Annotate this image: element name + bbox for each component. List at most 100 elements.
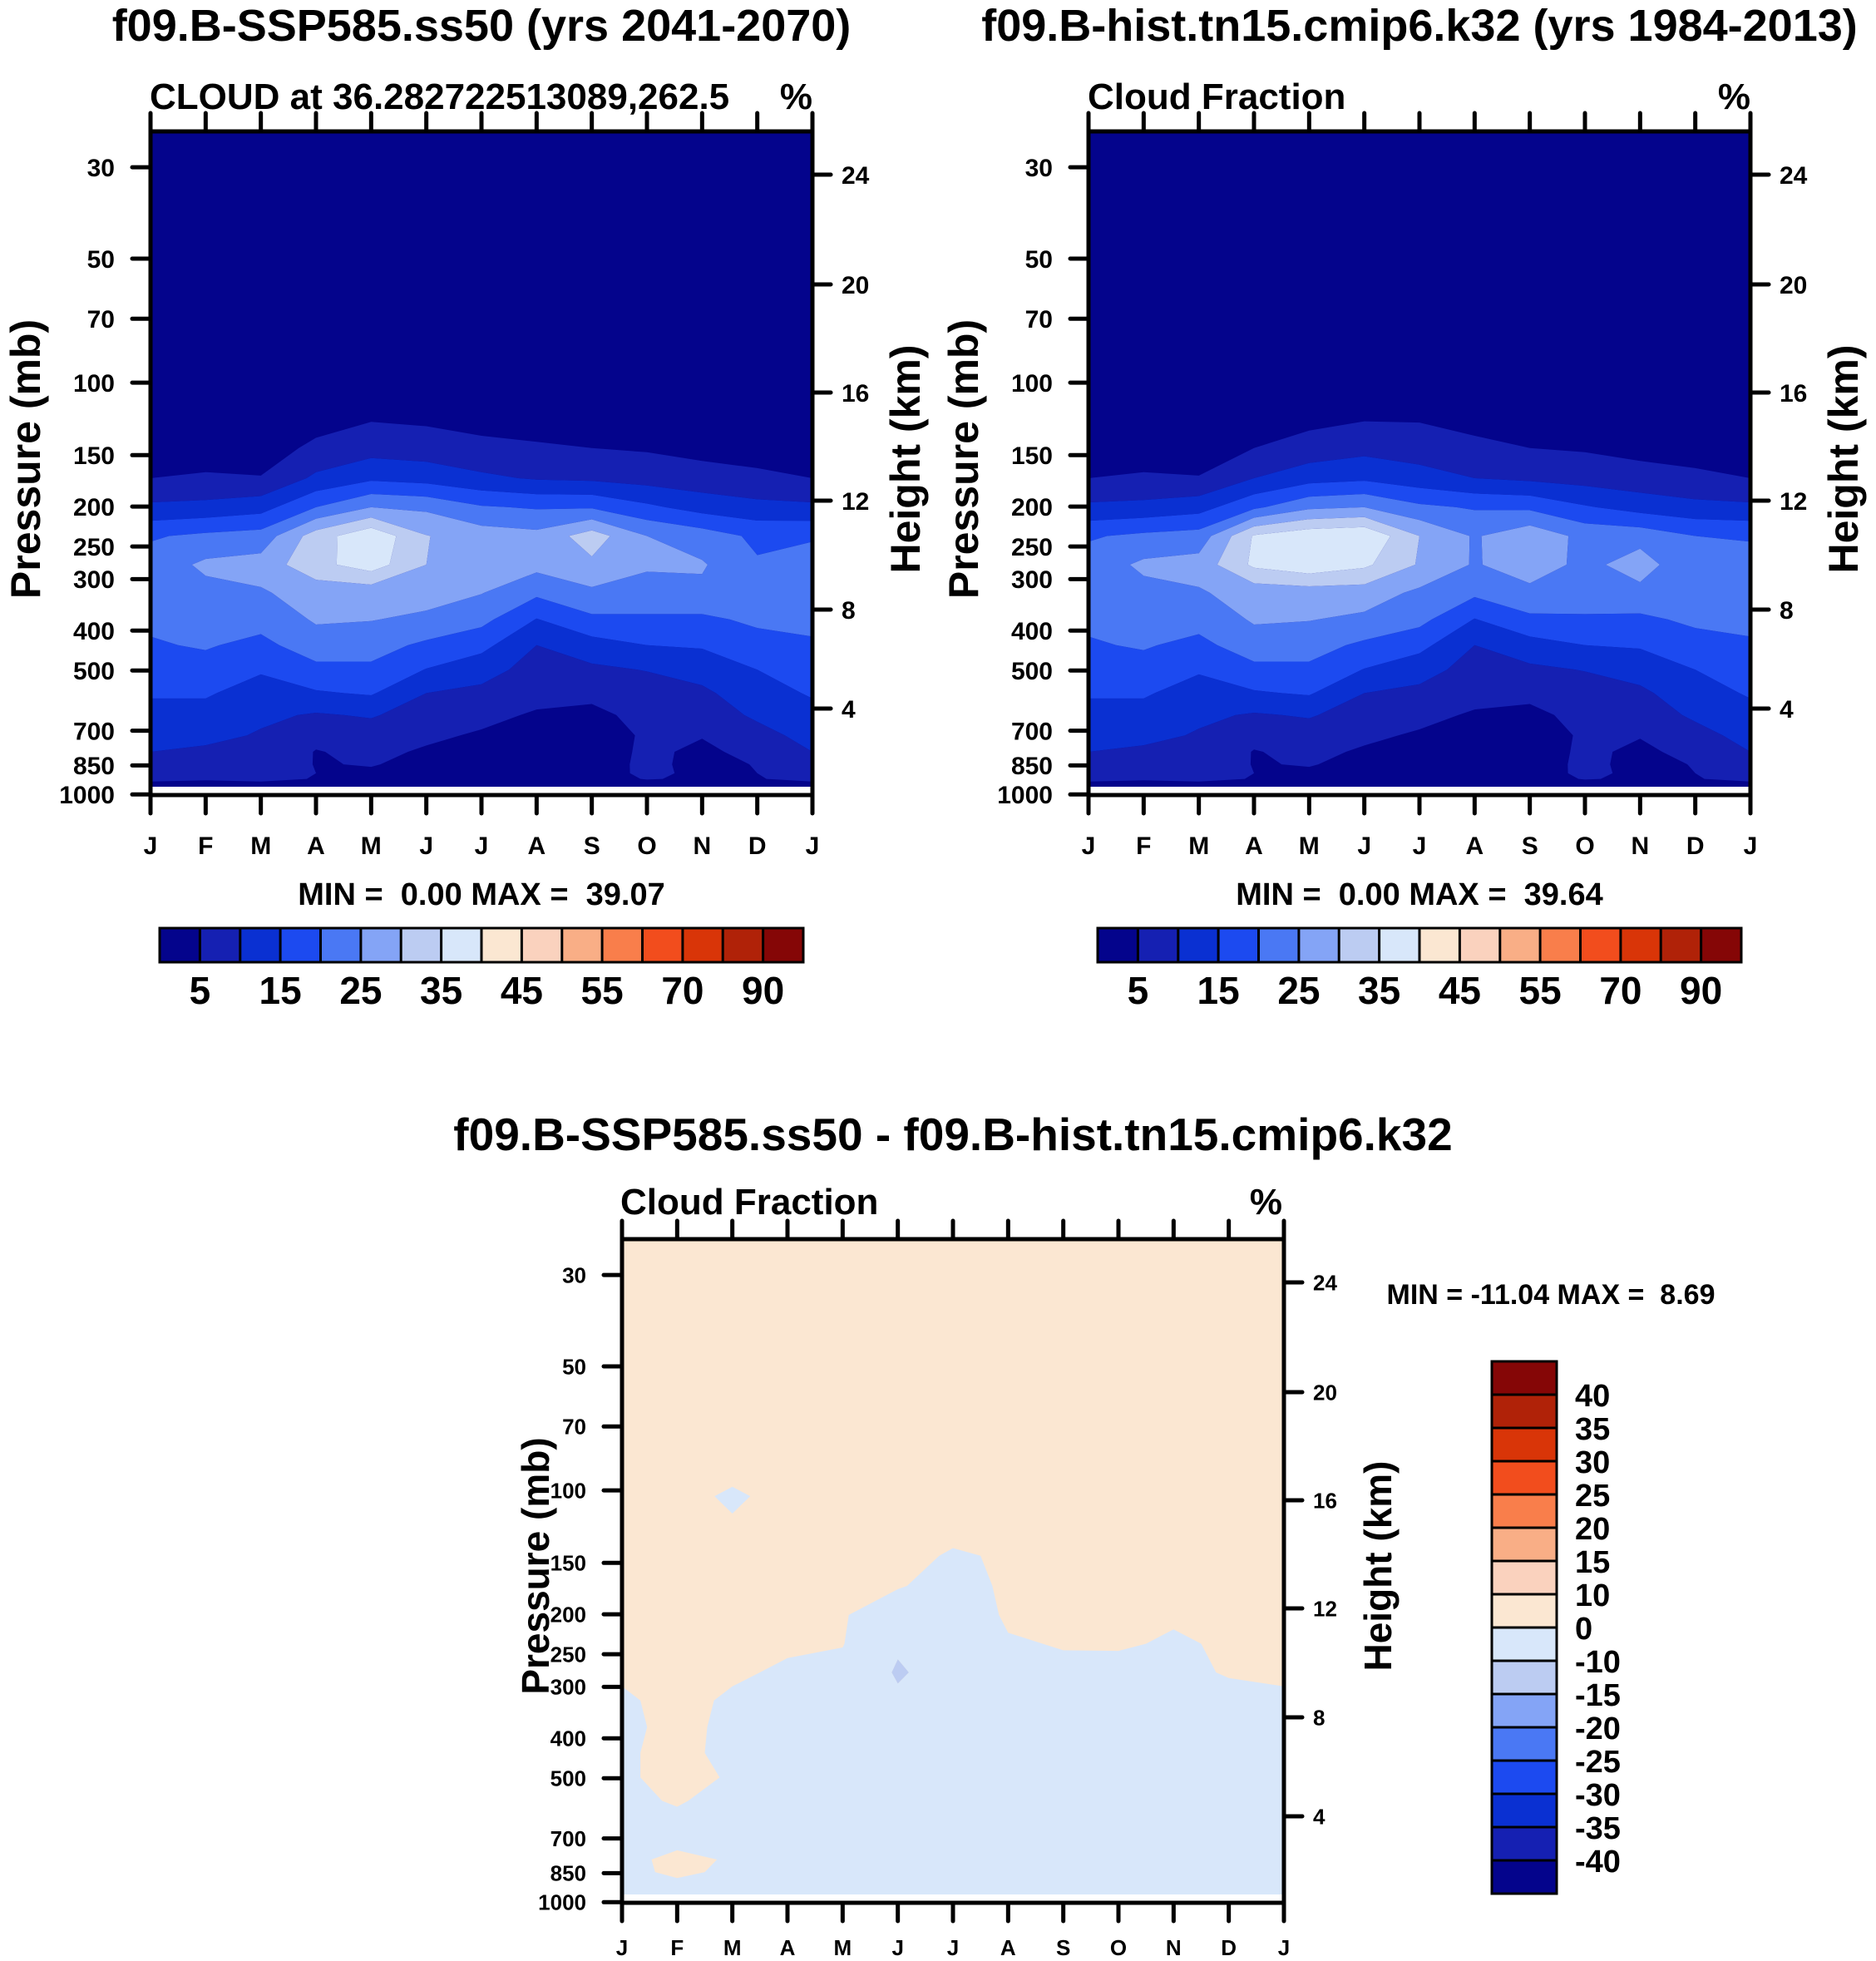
svg-text:24: 24 bbox=[842, 162, 870, 190]
svg-text:250: 250 bbox=[1011, 534, 1053, 561]
svg-text:1000: 1000 bbox=[997, 782, 1053, 809]
svg-text:O: O bbox=[637, 832, 656, 860]
svg-text:90: 90 bbox=[1680, 969, 1722, 1012]
svg-text:Pressure (mb): Pressure (mb) bbox=[514, 1437, 557, 1694]
svg-text:A: A bbox=[1245, 832, 1263, 860]
svg-text:M: M bbox=[361, 832, 382, 860]
svg-text:J: J bbox=[616, 1935, 628, 1960]
svg-text:70: 70 bbox=[661, 969, 704, 1012]
svg-text:150: 150 bbox=[1011, 442, 1053, 470]
svg-text:50: 50 bbox=[87, 246, 115, 274]
svg-text:25: 25 bbox=[1575, 1479, 1610, 1514]
svg-text:40: 40 bbox=[1575, 1379, 1610, 1414]
svg-text:MIN = 0.00 MAX = 39.07: MIN = 0.00 MAX = 39.07 bbox=[298, 877, 664, 912]
svg-text:15: 15 bbox=[1197, 969, 1240, 1012]
svg-text:12: 12 bbox=[1780, 488, 1807, 516]
svg-text:A: A bbox=[1000, 1935, 1016, 1960]
svg-text:Height (km): Height (km) bbox=[1356, 1461, 1400, 1672]
svg-text:24: 24 bbox=[1780, 162, 1808, 190]
svg-text:f09.B-hist.tn15.cmip6.k32 (yrs: f09.B-hist.tn15.cmip6.k32 (yrs 1984-2013… bbox=[981, 1, 1858, 51]
svg-text:20: 20 bbox=[1780, 272, 1807, 299]
svg-text:30: 30 bbox=[1025, 155, 1053, 182]
svg-text:f09.B-SSP585.ss50 - f09.B-hist: f09.B-SSP585.ss50 - f09.B-hist.tn15.cmip… bbox=[453, 1109, 1452, 1160]
svg-text:8: 8 bbox=[1313, 1705, 1325, 1730]
svg-text:150: 150 bbox=[73, 442, 115, 470]
svg-text:Pressure (mb): Pressure (mb) bbox=[2, 319, 49, 599]
svg-text:J: J bbox=[1744, 832, 1758, 860]
svg-text:100: 100 bbox=[73, 370, 115, 398]
svg-text:Cloud Fraction: Cloud Fraction bbox=[620, 1182, 878, 1223]
svg-text:N: N bbox=[1631, 832, 1649, 860]
svg-text:700: 700 bbox=[550, 1826, 586, 1851]
svg-text:24: 24 bbox=[1313, 1270, 1337, 1295]
svg-text:J: J bbox=[144, 832, 158, 860]
svg-text:-10: -10 bbox=[1575, 1645, 1621, 1680]
svg-text:S: S bbox=[584, 832, 600, 860]
svg-text:M: M bbox=[250, 832, 271, 860]
svg-text:J: J bbox=[1413, 832, 1427, 860]
svg-text:700: 700 bbox=[73, 718, 115, 745]
svg-text:1000: 1000 bbox=[538, 1890, 586, 1915]
svg-text:20: 20 bbox=[1313, 1380, 1337, 1405]
svg-text:D: D bbox=[748, 832, 767, 860]
svg-text:M: M bbox=[833, 1935, 852, 1960]
svg-text:35: 35 bbox=[1358, 969, 1400, 1012]
svg-text:12: 12 bbox=[1313, 1596, 1337, 1621]
svg-text:500: 500 bbox=[1011, 658, 1053, 685]
svg-text:1000: 1000 bbox=[59, 782, 115, 809]
svg-text:30: 30 bbox=[1575, 1445, 1610, 1480]
svg-text:%: % bbox=[1250, 1182, 1282, 1223]
svg-text:200: 200 bbox=[73, 494, 115, 521]
svg-text:50: 50 bbox=[562, 1354, 586, 1379]
svg-text:400: 400 bbox=[73, 618, 115, 645]
svg-text:45: 45 bbox=[501, 969, 543, 1012]
svg-text:-20: -20 bbox=[1575, 1712, 1621, 1746]
svg-text:300: 300 bbox=[73, 566, 115, 594]
svg-text:0: 0 bbox=[1575, 1612, 1592, 1647]
svg-text:M: M bbox=[723, 1935, 742, 1960]
svg-text:-25: -25 bbox=[1575, 1745, 1621, 1780]
svg-text:J: J bbox=[947, 1935, 959, 1960]
svg-text:CLOUD at 36.282722513089,262.5: CLOUD at 36.282722513089,262.5 bbox=[150, 77, 729, 117]
svg-text:MIN = 0.00 MAX = 39.64: MIN = 0.00 MAX = 39.64 bbox=[1236, 877, 1602, 912]
svg-text:12: 12 bbox=[842, 488, 869, 516]
svg-text:20: 20 bbox=[1575, 1512, 1610, 1547]
svg-text:25: 25 bbox=[339, 969, 382, 1012]
svg-text:25: 25 bbox=[1277, 969, 1320, 1012]
svg-text:250: 250 bbox=[73, 534, 115, 561]
svg-text:10: 10 bbox=[1575, 1578, 1610, 1613]
svg-text:Height (km): Height (km) bbox=[882, 345, 929, 574]
svg-text:A: A bbox=[307, 832, 325, 860]
svg-text:S: S bbox=[1522, 832, 1538, 860]
svg-text:A: A bbox=[527, 832, 546, 860]
svg-text:F: F bbox=[1136, 832, 1151, 860]
svg-text:8: 8 bbox=[1780, 597, 1794, 625]
svg-text:J: J bbox=[806, 832, 820, 860]
svg-text:100: 100 bbox=[1011, 370, 1053, 398]
svg-text:250: 250 bbox=[550, 1642, 586, 1667]
svg-text:850: 850 bbox=[550, 1861, 586, 1886]
svg-text:8: 8 bbox=[842, 597, 856, 625]
svg-text:D: D bbox=[1686, 832, 1705, 860]
svg-text:16: 16 bbox=[1313, 1488, 1337, 1513]
svg-text:M: M bbox=[1299, 832, 1320, 860]
svg-text:300: 300 bbox=[550, 1675, 586, 1700]
svg-text:%: % bbox=[1718, 77, 1750, 117]
svg-text:30: 30 bbox=[562, 1262, 586, 1287]
svg-text:Pressure (mb): Pressure (mb) bbox=[940, 319, 987, 599]
svg-text:45: 45 bbox=[1439, 969, 1481, 1012]
svg-text:-40: -40 bbox=[1575, 1845, 1621, 1879]
svg-text:30: 30 bbox=[87, 155, 115, 182]
svg-text:N: N bbox=[1166, 1935, 1182, 1960]
svg-text:15: 15 bbox=[259, 969, 302, 1012]
svg-text:Cloud Fraction: Cloud Fraction bbox=[1088, 77, 1345, 117]
svg-text:55: 55 bbox=[1519, 969, 1562, 1012]
svg-text:J: J bbox=[1357, 832, 1371, 860]
svg-text:20: 20 bbox=[842, 272, 869, 299]
svg-text:-30: -30 bbox=[1575, 1778, 1621, 1813]
svg-text:50: 50 bbox=[1025, 246, 1053, 274]
svg-text:M: M bbox=[1188, 832, 1209, 860]
svg-text:70: 70 bbox=[87, 306, 115, 333]
svg-text:D: D bbox=[1221, 1935, 1237, 1960]
svg-text:N: N bbox=[693, 832, 711, 860]
